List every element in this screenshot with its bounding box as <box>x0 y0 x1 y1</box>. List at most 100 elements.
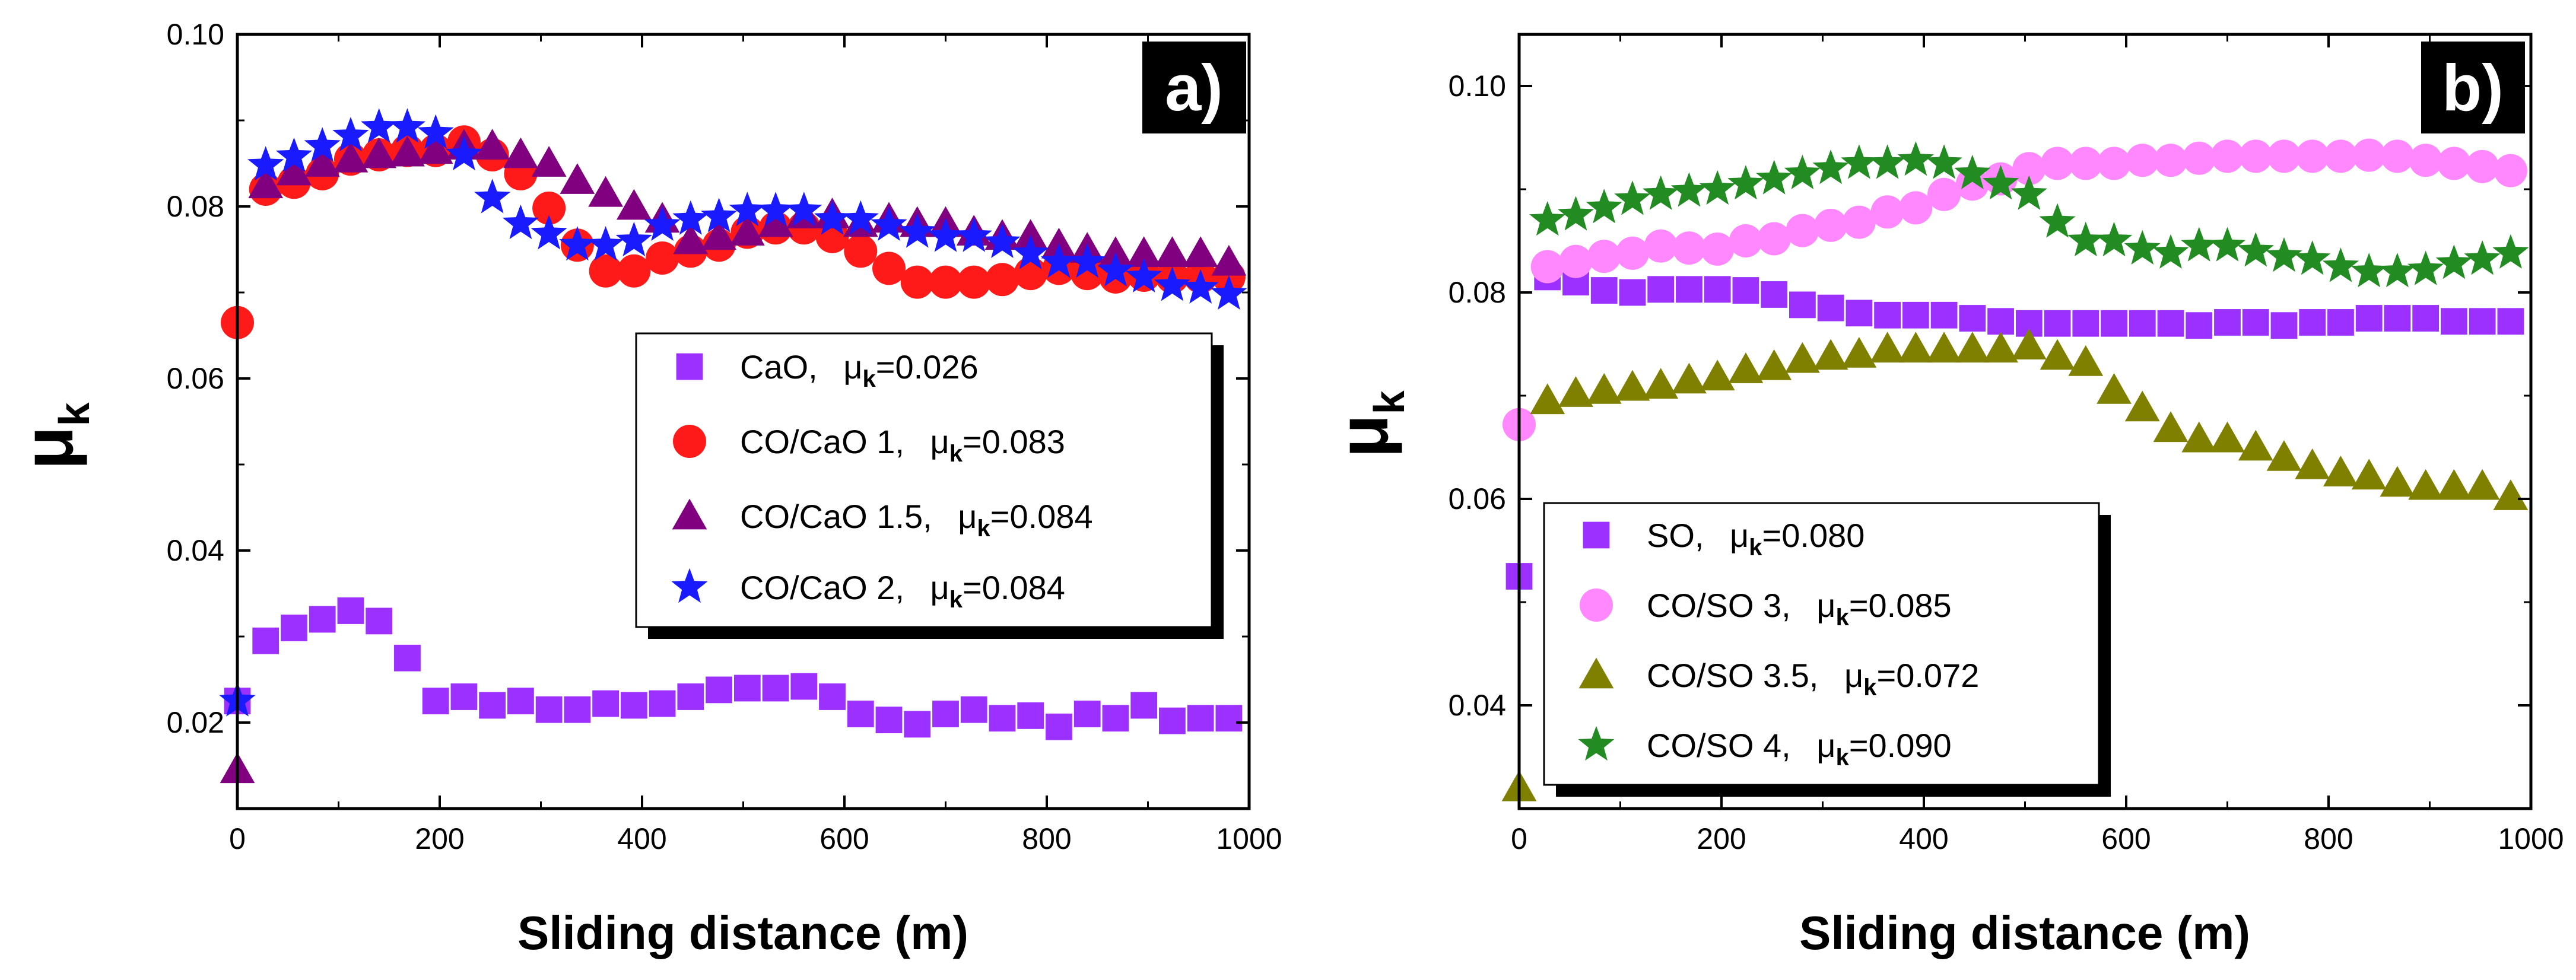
data-point-square <box>1817 294 1844 322</box>
data-point-square <box>989 705 1016 732</box>
data-point-star <box>474 179 511 214</box>
data-point-star <box>1614 180 1651 215</box>
y-tick-label: 0.04 <box>1449 689 1506 722</box>
data-point-square <box>479 692 506 719</box>
data-point-star <box>446 135 482 171</box>
svg-text:CO/CaO 1.5, μk=0.084: CO/CaO 1.5, μk=0.084 <box>740 498 1093 542</box>
data-point-star <box>1211 275 1247 310</box>
data-point-square <box>309 606 336 633</box>
data-point-circle <box>1955 167 1989 201</box>
data-point-triangle <box>2097 373 2132 404</box>
x-tick-label: 1000 <box>2498 822 2564 855</box>
data-point-triangle <box>1700 359 1735 391</box>
legend-marker-square <box>1583 521 1610 549</box>
data-point-square <box>2327 309 2354 336</box>
data-point-triangle <box>1728 352 1764 383</box>
legend-mean-value: =0.085 <box>1849 587 1952 624</box>
data-point-square <box>1846 300 1873 327</box>
data-point-square <box>507 688 534 715</box>
y-tick-label: 0.02 <box>167 706 224 739</box>
data-point-triangle <box>1126 236 1162 268</box>
data-point-triangle <box>2210 421 2245 453</box>
data-point-star <box>1182 269 1219 304</box>
legend-marker-triangle <box>672 498 707 530</box>
data-point-square <box>1130 692 1158 719</box>
data-point-star <box>729 192 766 227</box>
data-point-triangle <box>2153 411 2189 443</box>
legend-mean-mu: μ <box>930 569 949 606</box>
x-tick-label: 400 <box>617 822 666 855</box>
data-point-square <box>1619 279 1646 306</box>
plot-a-legend-entry: CO/CaO 1.5, μk=0.084 <box>672 498 1093 542</box>
data-point-square <box>1187 705 1214 732</box>
plot-b-legend-entry: CO/SO 3.5, μk=0.072 <box>1578 657 1979 701</box>
data-point-star <box>502 204 539 240</box>
x-tick-label: 200 <box>415 822 464 855</box>
data-point-triangle <box>1813 339 1848 370</box>
data-point-triangle <box>701 219 736 250</box>
data-point-triangle <box>1615 370 1650 401</box>
data-point-square <box>1874 301 1901 329</box>
legend-marker-circle <box>1580 588 1613 622</box>
data-point-square <box>1959 305 1986 332</box>
data-point-square <box>2129 310 2156 337</box>
data-point-circle <box>1814 208 1848 242</box>
data-point-square <box>1017 702 1044 729</box>
legend-mean-mu: μ <box>1730 517 1749 554</box>
data-point-circle <box>985 263 1019 297</box>
x-tick-label: 200 <box>1697 822 1746 855</box>
legend-mean-mu: μ <box>1816 587 1835 624</box>
data-point-square <box>2384 305 2411 332</box>
data-point-star <box>559 226 596 261</box>
data-point-circle <box>2126 144 2159 177</box>
data-point-circle <box>1530 250 1564 284</box>
data-point-circle <box>1559 244 1593 278</box>
x-tick-label: 800 <box>1022 822 1071 855</box>
data-point-circle <box>1786 214 1819 247</box>
data-point-triangle <box>1558 376 1593 407</box>
data-point-circle <box>1071 257 1104 291</box>
legend-mean-value: =0.084 <box>990 498 1093 535</box>
plot-a-axis-ticks: 0 200 400 600 800 1000 0.02 0.04 0.06 0.08 0.10 <box>167 18 1282 855</box>
data-point-circle <box>844 234 878 268</box>
data-point-square <box>649 690 676 717</box>
data-point-square <box>1676 276 1702 303</box>
data-point-square <box>1732 277 1759 304</box>
legend-marker-star <box>671 568 708 603</box>
data-point-star <box>757 192 794 227</box>
data-point-square <box>790 673 818 700</box>
data-point-triangle <box>2493 479 2529 510</box>
y-tick-label: 0.06 <box>1449 482 1506 516</box>
data-point-triangle <box>390 135 425 167</box>
data-point-circle <box>2380 139 2414 173</box>
data-point-triangle <box>333 141 369 173</box>
data-point-square <box>932 701 959 727</box>
data-point-star <box>2181 227 2218 262</box>
data-point-square <box>2242 309 2269 336</box>
data-point-star <box>1983 165 2019 200</box>
data-point-star <box>2067 221 2104 257</box>
legend-mean-mu: μ <box>843 348 862 386</box>
data-point-square <box>1046 713 1072 740</box>
svg-text:μk: μk <box>8 402 99 469</box>
data-point-square <box>1590 277 1618 304</box>
data-point-star <box>247 146 284 181</box>
data-point-square <box>762 674 789 702</box>
data-point-star <box>2351 253 2387 288</box>
data-point-star <box>1557 196 1594 231</box>
y-tick-label: 0.08 <box>1449 276 1506 309</box>
data-point-triangle <box>616 189 652 220</box>
data-point-triangle <box>475 129 510 160</box>
data-point-square <box>2412 305 2440 332</box>
x-tick-label: 400 <box>1899 822 1948 855</box>
data-point-star <box>1954 154 1991 189</box>
data-point-triangle <box>2266 440 2302 471</box>
svg-text:CaO, μk=0.026: CaO, μk=0.026 <box>740 348 979 392</box>
data-point-triangle <box>1870 332 1905 363</box>
data-point-triangle <box>1983 332 2018 363</box>
data-point-circle <box>2012 152 2046 186</box>
legend-marker-square <box>676 353 703 380</box>
data-point-square <box>1930 301 1958 329</box>
data-point-square <box>2157 310 2184 337</box>
